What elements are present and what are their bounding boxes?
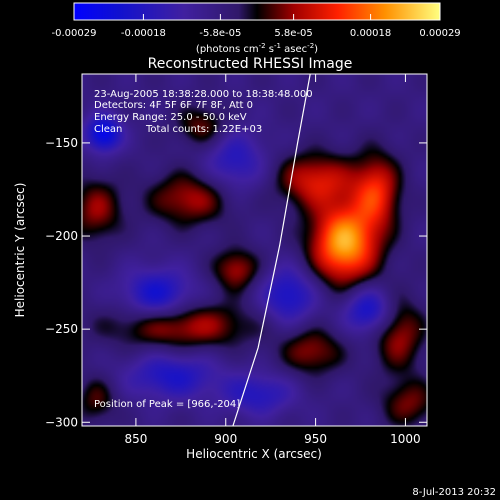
colorbar [73, 2, 441, 21]
x-tick-label: 850 [124, 432, 147, 446]
colorbar-tick-labels: -0.00029 -0.00018 -5.8e-05 5.8e-05 0.00018 0.… [52, 28, 461, 39]
colorbar-tick-label: -0.00029 [52, 28, 97, 39]
annotation-block: 23-Aug-2005 18:38:28.000 to 18:38:48.000… [94, 89, 313, 135]
heatmap-image [82, 74, 427, 426]
y-tick-label: −150 [45, 136, 78, 150]
annotation-energy: Energy Range: 25.0 - 50.0 keV [94, 112, 247, 123]
x-tick-label: 950 [304, 432, 327, 446]
colorbar-ticks [73, 14, 441, 20]
colorbar-units: (photons cm-2 s-1 asec-2) [196, 42, 318, 55]
y-tick-label: −200 [45, 229, 78, 243]
chart-title: Reconstructed RHESSI Image [148, 56, 353, 72]
y-axis-title: Heliocentric Y (arcsec) [13, 183, 27, 318]
colorbar-tick-label: 0.00018 [350, 28, 391, 39]
annotation-total-counts: Total counts: 1.22E+03 [145, 124, 262, 135]
solar-limb-line [232, 74, 311, 426]
timestamp: 8-Jul-2013 20:32 [412, 487, 496, 498]
colorbar-tick-label: -0.00018 [121, 28, 166, 39]
y-tick-label: −300 [45, 415, 78, 429]
annotation-method: Clean [94, 124, 122, 135]
colorbar-tick-label: 0.00029 [419, 28, 460, 39]
annotation-time: 23-Aug-2005 18:38:28.000 to 18:38:48.000 [94, 89, 313, 100]
plot-frame [81, 73, 428, 427]
axis-ticks [82, 74, 427, 426]
colorbar-tick-label: 5.8e-05 [274, 28, 312, 39]
annotation-detectors: Detectors: 4F 5F 6F 7F 8F, Att 0 [94, 100, 253, 111]
y-tick-label: −250 [45, 322, 78, 336]
peak-position-label: Position of Peak = [966,-204] [94, 399, 240, 410]
x-tick-label: 1000 [390, 432, 421, 446]
axis-tick-labels: 850 900 950 1000 −150 −200 −250 −300 [45, 136, 421, 446]
x-axis-title: Heliocentric X (arcsec) [186, 447, 322, 461]
x-tick-label: 900 [214, 432, 237, 446]
colorbar-tick-label: -5.8e-05 [199, 28, 241, 39]
